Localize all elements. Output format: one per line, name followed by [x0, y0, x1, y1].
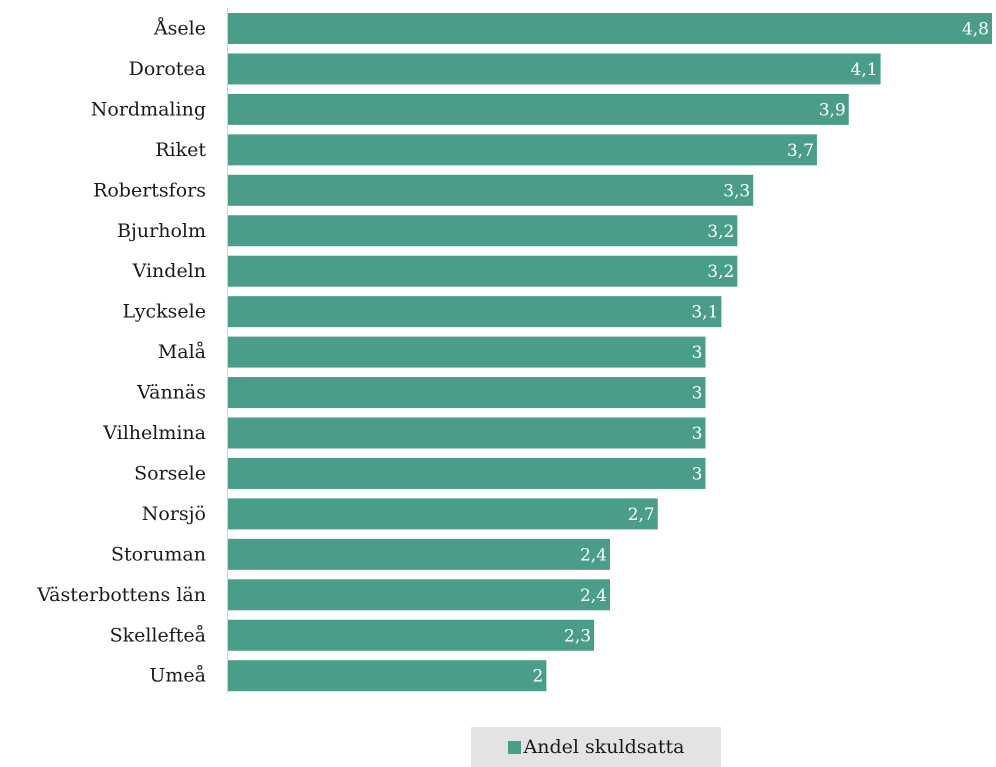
category-label: Riket: [155, 139, 206, 161]
bar: [228, 93, 849, 125]
value-label: 3,3: [723, 181, 750, 201]
category-label: Vindeln: [132, 260, 206, 282]
value-label: 3,2: [707, 222, 734, 242]
bar: [228, 255, 738, 287]
bars-group: Åsele 4,8 Dorotea 4,1 Nordmaling 3,9 Riket 3,7 R…: [36, 13, 992, 692]
value-label: 3: [692, 424, 703, 444]
category-label: Bjurholm: [117, 220, 206, 242]
legend: Andel skuldsatta: [471, 727, 721, 767]
value-label: 2: [533, 667, 544, 687]
bar: [228, 417, 706, 449]
value-label: 3: [692, 464, 703, 484]
bar: [228, 660, 547, 692]
value-label: 3,2: [707, 262, 734, 282]
category-label: Norsjö: [142, 503, 206, 525]
category-label: Lycksele: [123, 301, 207, 323]
value-label: 2,4: [580, 586, 607, 606]
value-label: 3,1: [691, 303, 718, 323]
bar: [228, 538, 610, 570]
bar: [228, 13, 992, 44]
value-label: 2,7: [628, 505, 655, 525]
bar: [228, 498, 658, 530]
category-label: Åsele: [153, 18, 206, 40]
category-label: Vännäs: [136, 382, 206, 404]
category-label: Dorotea: [129, 58, 206, 80]
bar: [228, 457, 706, 489]
bar: [228, 174, 754, 206]
value-label: 4,1: [851, 60, 878, 80]
value-label: 2,4: [580, 545, 607, 565]
bar: [228, 336, 706, 368]
category-label: Malå: [158, 341, 206, 363]
value-label: 4,8: [962, 20, 989, 40]
category-label: Storuman: [111, 543, 206, 565]
value-label: 3: [692, 384, 703, 404]
bar: [228, 296, 722, 328]
bar: [228, 53, 881, 85]
legend-swatch: [507, 740, 521, 754]
category-label: Vilhelmina: [102, 422, 206, 444]
bar: [228, 579, 610, 611]
value-label: 3: [692, 343, 703, 363]
category-label: Robertsfors: [93, 179, 206, 201]
value-label: 2,3: [564, 626, 591, 646]
bar: [228, 134, 817, 166]
value-label: 3,7: [787, 141, 814, 161]
category-label: Umeå: [149, 665, 206, 687]
value-label: 3,9: [819, 100, 846, 120]
category-label: Västerbottens län: [36, 584, 206, 606]
bar: [228, 377, 706, 409]
category-label: Nordmaling: [91, 98, 206, 120]
bar: [228, 619, 595, 651]
category-label: Skellefteå: [110, 624, 206, 646]
bar: [228, 215, 738, 247]
legend-label: Andel skuldsatta: [523, 736, 685, 758]
category-label: Sorsele: [134, 462, 206, 484]
